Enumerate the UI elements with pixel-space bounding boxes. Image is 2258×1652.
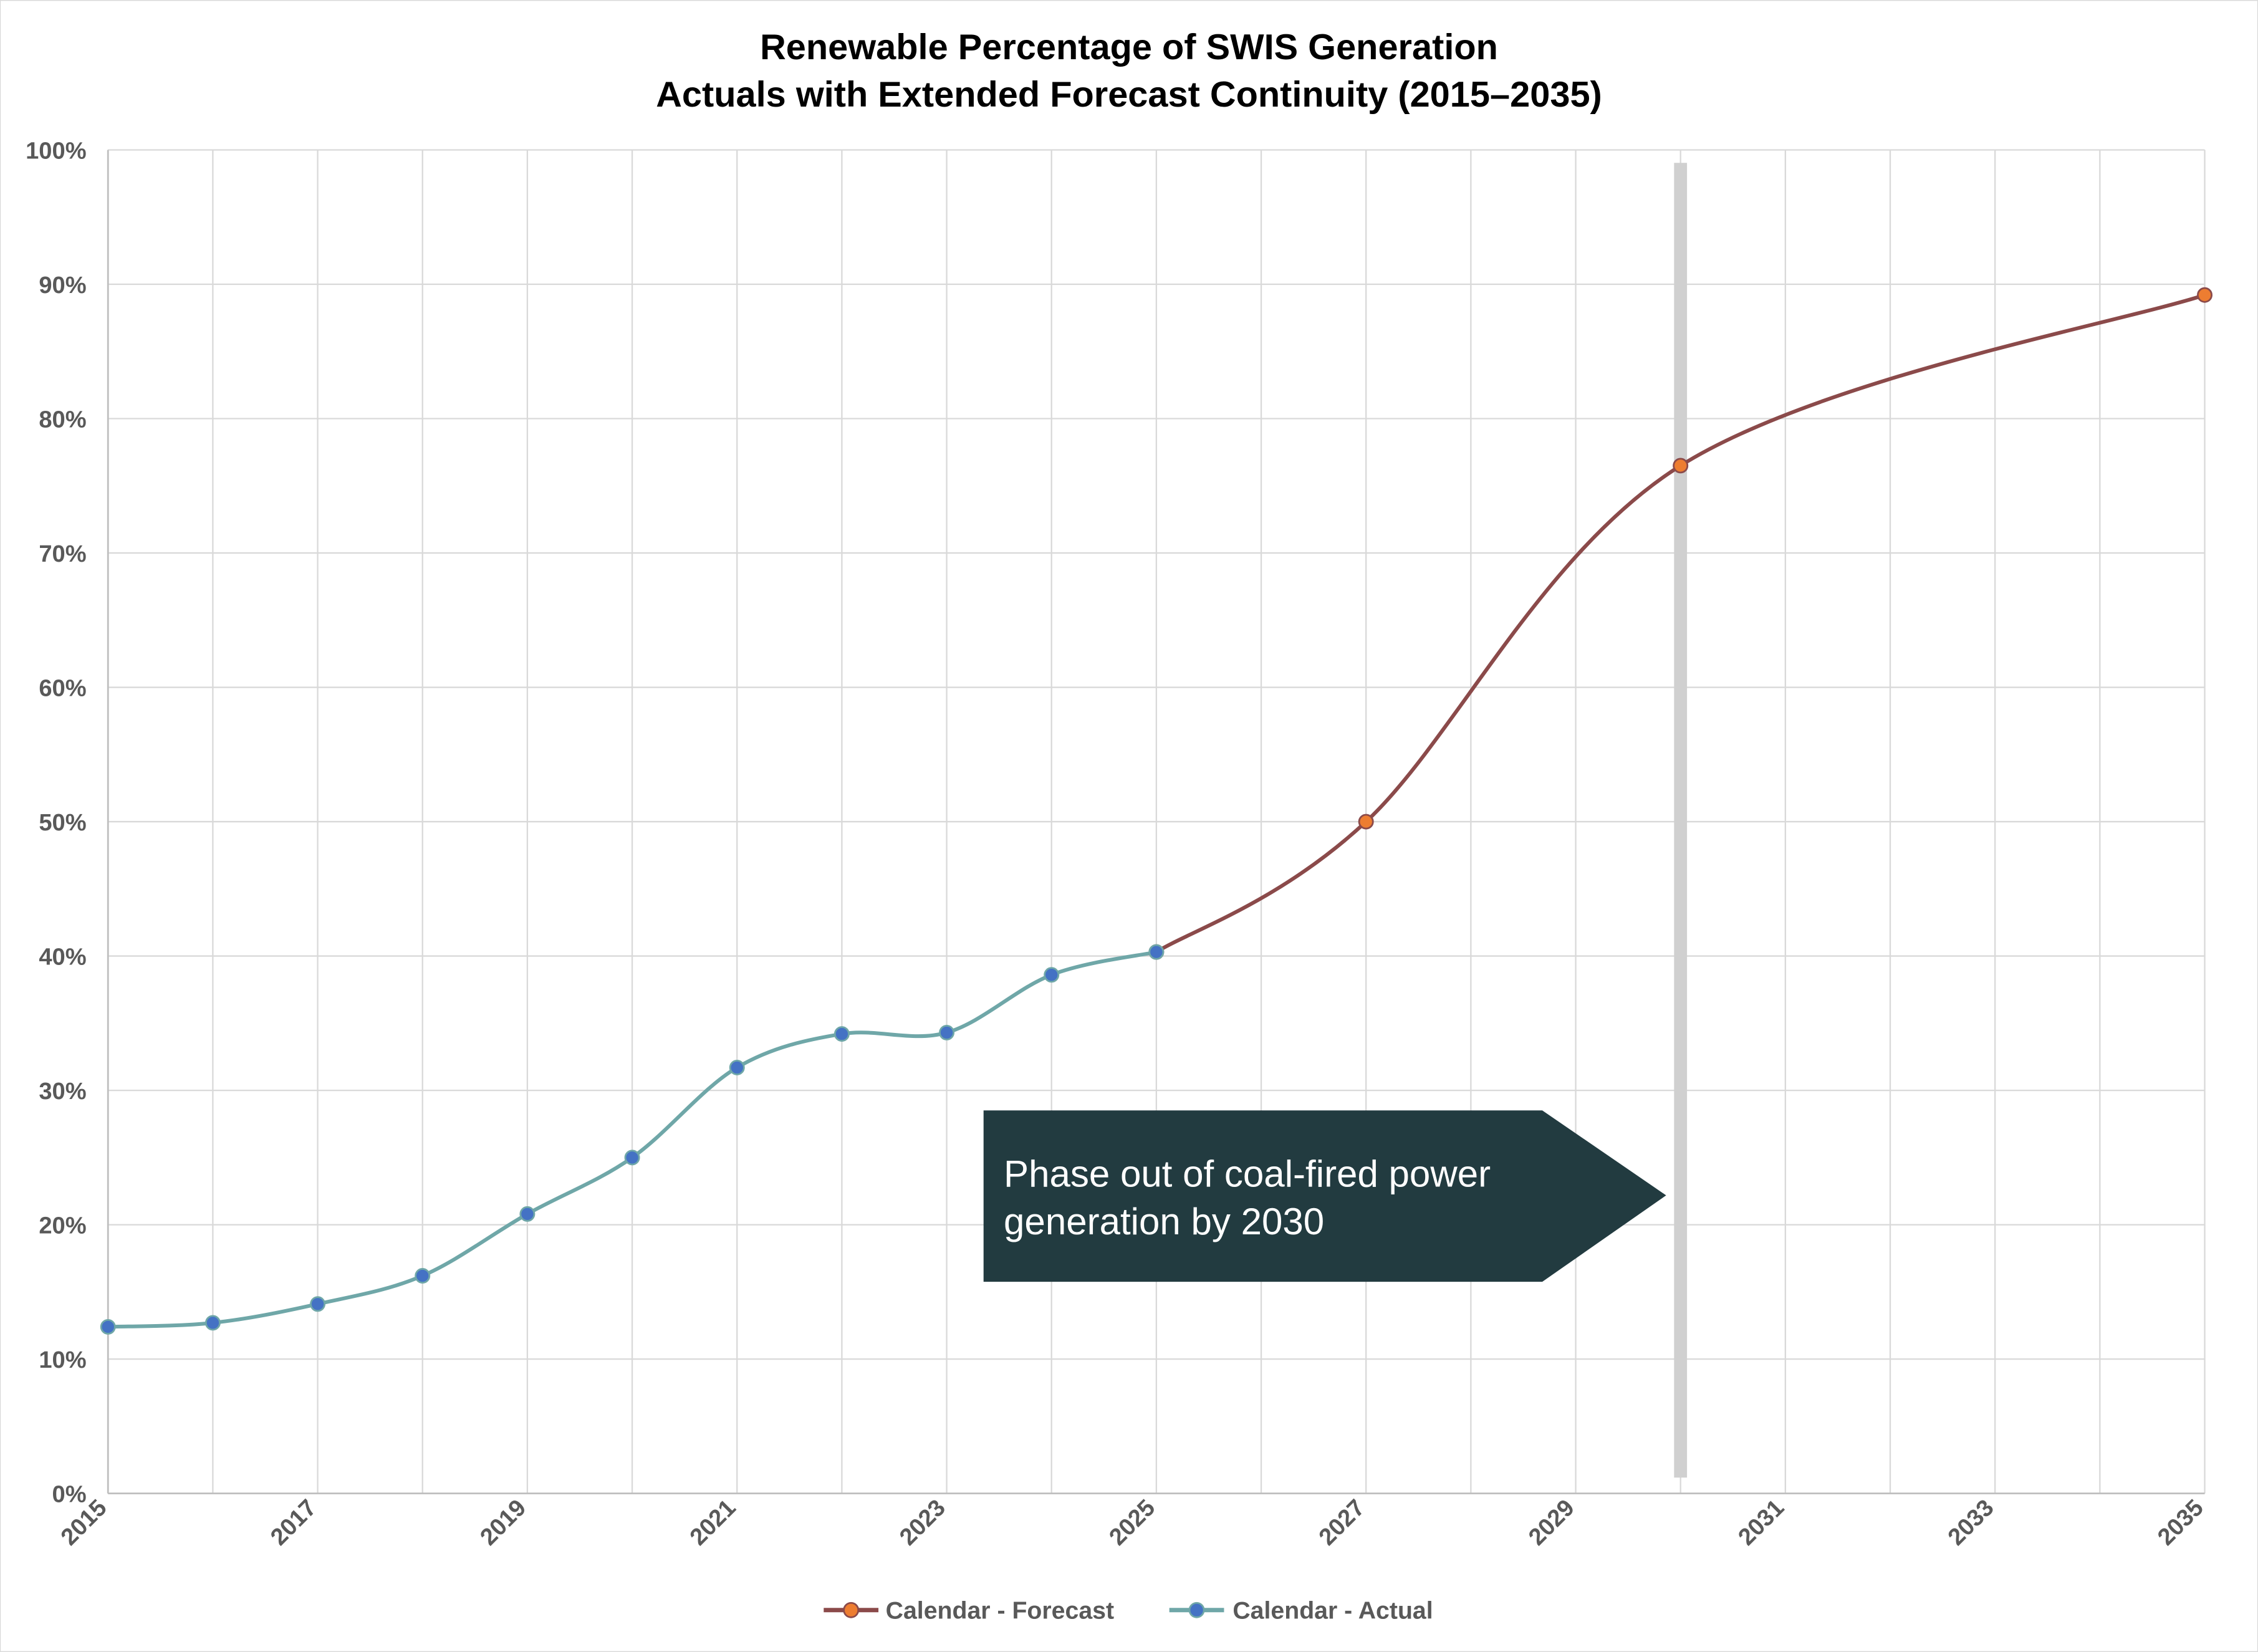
data-point-actual-2015[interactable]: [100, 1318, 116, 1335]
chart-title-line-1: Renewable Percentage of SWIS Generation: [760, 27, 1498, 67]
data-point-actual-2016[interactable]: [204, 1315, 221, 1331]
annotation-arrow-shape: [983, 1110, 1666, 1282]
data-point-actual-2022[interactable]: [834, 1026, 850, 1042]
y-tick-label: 20%: [39, 1213, 86, 1239]
gridlines: [107, 149, 2206, 1495]
series-layer: [100, 287, 2213, 1335]
y-tick-label: 100%: [26, 138, 86, 164]
data-point-actual-2017[interactable]: [310, 1296, 326, 1312]
legend: Calendar - Forecast Calendar - Actual: [824, 1597, 1433, 1625]
y-tick-label: 10%: [39, 1347, 86, 1373]
data-point-forecast-2035[interactable]: [2197, 287, 2213, 303]
annotation-callout: Phase out of coal-fired power generation…: [983, 1110, 1666, 1282]
y-tick-label: 50%: [39, 810, 86, 836]
y-tick-label: 70%: [39, 541, 86, 567]
data-point-actual-2019[interactable]: [519, 1206, 536, 1222]
y-tick-label: 30%: [39, 1078, 86, 1105]
y-tick-label: 90%: [39, 272, 86, 299]
annotation-line-2: generation by 2030: [1004, 1201, 1324, 1242]
y-tick-label: 60%: [39, 675, 86, 701]
data-point-actual-2024[interactable]: [1044, 967, 1060, 983]
annotation-line-1: Phase out of coal-fired power: [1004, 1153, 1491, 1195]
legend-item-forecast[interactable]: Calendar - Forecast: [824, 1597, 1114, 1625]
y-tick-label: 40%: [39, 944, 86, 970]
legend-item-actual[interactable]: Calendar - Actual: [1169, 1597, 1433, 1625]
series-line-forecast: [1155, 293, 2206, 954]
legend-actual-marker: [1188, 1602, 1205, 1618]
data-point-actual-2023[interactable]: [939, 1024, 955, 1040]
y-tick-label: 0%: [52, 1482, 87, 1508]
y-axis-ticks: 0% 10% 20% 30% 40% 50% 60% 70% 80% 90% 100%: [26, 138, 86, 1507]
legend-forecast-marker: [843, 1602, 860, 1618]
data-point-actual-2018[interactable]: [415, 1268, 431, 1284]
data-point-actual-2025[interactable]: [1148, 944, 1165, 960]
legend-forecast-label: Calendar - Forecast: [886, 1597, 1114, 1625]
chart-title-line-2: Actuals with Extended Forecast Continuit…: [656, 75, 1602, 115]
data-point-forecast-2027[interactable]: [1358, 814, 1374, 830]
reference-line-2030: [1674, 163, 1688, 1478]
y-tick-label: 80%: [39, 406, 86, 433]
data-point-actual-2021[interactable]: [729, 1059, 745, 1075]
legend-actual-label: Calendar - Actual: [1232, 1597, 1433, 1625]
data-point-forecast-2030[interactable]: [1673, 458, 1689, 474]
data-point-actual-2020[interactable]: [624, 1150, 640, 1166]
